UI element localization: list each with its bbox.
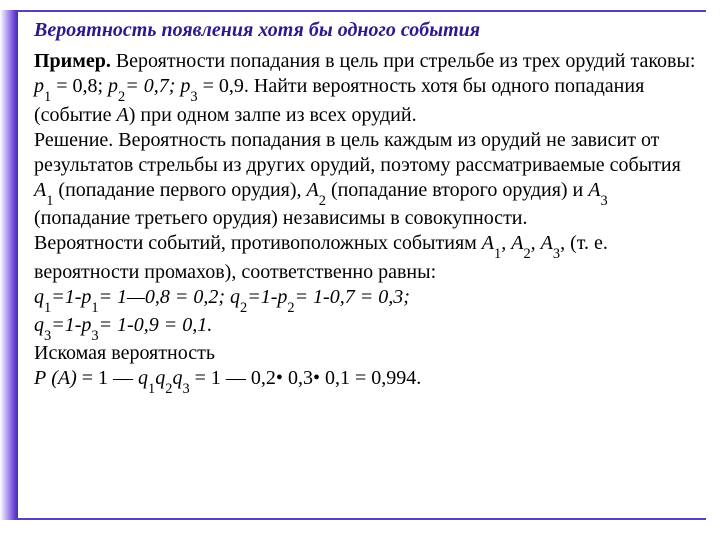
example-paragraph: Пример. Вероятности попадания в цель при… xyxy=(34,49,702,128)
var-q1q2q3: q1q2q3 xyxy=(138,367,190,389)
text: = 1 — 0,2• 0,3• 0,1 = 0,994. xyxy=(190,367,422,389)
var-q1: q1 xyxy=(34,286,51,308)
text: = 1 — xyxy=(77,367,138,389)
text: Вероятности попадания в цель при стрельб… xyxy=(111,50,696,72)
var-PA: Р (А) xyxy=(34,367,77,389)
var-p3: p3 xyxy=(180,75,197,97)
var-q3: q3 xyxy=(34,314,51,336)
var-A3: А3 xyxy=(588,179,607,201)
var-A2: А2 xyxy=(307,179,326,201)
text: Вероятности событий, противоположных соб… xyxy=(34,232,482,254)
var-A2b: А2 xyxy=(511,232,530,254)
var-A3b: А3 xyxy=(541,232,560,254)
solution-paragraph-2: Вероятности событий, противоположных соб… xyxy=(34,231,702,284)
comma: , xyxy=(531,232,541,254)
text: (попадание второго орудия) и xyxy=(326,179,588,201)
example-label: Пример. xyxy=(34,50,111,72)
text: = 1—0,8 = 0,2; xyxy=(99,286,230,308)
q-line-2: q3=1-p3= 1-0,9 = 0,1. xyxy=(34,313,702,341)
var-p3b: p3 xyxy=(81,314,98,336)
q-line-1: q1=1-p1= 1—0,8 = 0,2; q2=1-p2= 1-0,7 = 0… xyxy=(34,285,702,313)
slide-content: Вероятность появления хотя бы одного соб… xyxy=(34,18,702,516)
text: = 1-0,7 = 0,3; xyxy=(295,286,410,308)
text: = 0,8; xyxy=(51,75,108,97)
var-q2: q2 xyxy=(230,286,247,308)
var-p1: p1 xyxy=(34,75,51,97)
var-A1b: А1 xyxy=(482,232,501,254)
text: Решение. Вероятность попадания в цель ка… xyxy=(34,129,681,176)
var-p2: p2 xyxy=(108,75,125,97)
text: =1- xyxy=(51,314,81,336)
text: = 1-0,9 = 0,1. xyxy=(99,314,213,336)
solution-paragraph-1: Решение. Вероятность попадания в цель ка… xyxy=(34,128,702,232)
text: ) при одном залпе из всех орудий. xyxy=(129,104,417,126)
comma: , xyxy=(560,232,570,254)
var-p2b: p2 xyxy=(277,286,294,308)
text: (попадание третьего орудия) независимы в… xyxy=(34,207,528,229)
var-A1: А1 xyxy=(34,179,53,201)
text: =1- xyxy=(247,286,277,308)
comma: , xyxy=(501,232,511,254)
text: (попадание первого орудия), xyxy=(53,179,306,201)
var-p1b: p1 xyxy=(81,286,98,308)
final-line-1: Искомая вероятность xyxy=(34,341,702,366)
event-a: А xyxy=(116,104,128,126)
text: = 0,7; xyxy=(125,75,180,97)
final-line-2: Р (А) = 1 — q1q2q3 = 1 — 0,2• 0,3• 0,1 =… xyxy=(34,366,702,394)
slide-title: Вероятность появления хотя бы одного соб… xyxy=(34,18,702,43)
text: =1- xyxy=(51,286,81,308)
